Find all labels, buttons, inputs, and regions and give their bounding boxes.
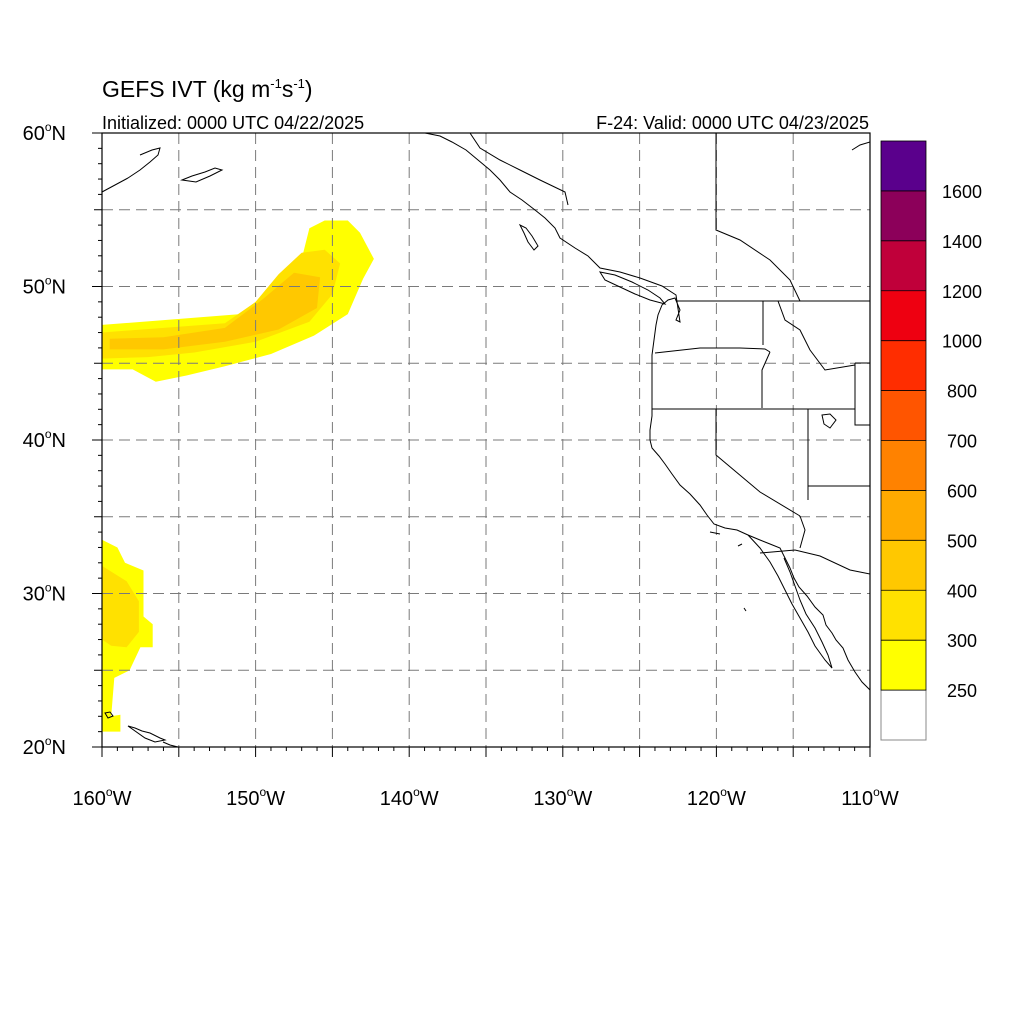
colorbar-bin: [881, 141, 926, 191]
colorbar-label: 700: [947, 432, 977, 452]
colorbar-bin: [881, 490, 926, 541]
colorbar-bin: [880, 689, 927, 741]
big-island: [162, 741, 179, 747]
colorbar-bin: [881, 640, 926, 691]
valid-time-label: F-24: Valid: 0000 UTC 04/23/2025: [596, 113, 869, 133]
colorbar-label: 250: [947, 681, 977, 701]
title-main: GEFS IVT (kg m: [102, 76, 270, 102]
x-tick-label: 140oW: [380, 785, 439, 810]
title-exp2: -1: [293, 76, 305, 91]
colorbar-frame: [880, 140, 927, 691]
us-mexico-border: [759, 549, 870, 575]
kauai: [104, 711, 114, 719]
haida-gwaii: [518, 223, 539, 251]
idaho-montana-border: [777, 300, 856, 371]
x-tick-label: 160oW: [73, 785, 132, 810]
y-tick-label: 60oN: [23, 120, 66, 145]
oregon-idaho-border: [761, 351, 771, 408]
colorbar-bin: [881, 290, 926, 341]
colorbar-label: 1000: [942, 332, 982, 352]
great-salt-lake: [821, 413, 837, 429]
colorbar-label: 1600: [942, 182, 982, 202]
x-tick-label: 110oW: [841, 785, 899, 810]
oahu-maui: [127, 725, 167, 743]
title-exp1: -1: [270, 76, 282, 91]
colorbar-label: 1400: [942, 232, 982, 252]
y-tick-label: 30oN: [23, 581, 66, 606]
colorbar-label: 400: [947, 581, 977, 601]
washington-oregon-border: [654, 347, 771, 354]
alaska-yukon-coast-east: [851, 141, 870, 151]
colorbar-label: 600: [947, 481, 977, 501]
ivt-shading: [102, 220, 374, 732]
map-title: GEFS IVT (kg m-1s-1): [102, 76, 313, 102]
title-mid: s: [282, 76, 294, 102]
colorbar-bin: [881, 440, 926, 491]
north-america-coastline: [424, 133, 870, 691]
colorbar-label: 300: [947, 631, 977, 651]
ivt-hawaii-moisture-core: [102, 565, 139, 648]
coastlines: [102, 133, 870, 747]
political-boundaries: [469, 133, 870, 575]
vancouver-island: [598, 271, 667, 305]
alaska-canada-border: [469, 133, 569, 206]
alaska-islands: [180, 167, 224, 183]
ivt-plume-north-pacific-center: [109, 272, 321, 350]
map-area: [102, 133, 870, 747]
utah-wyoming-border: [854, 362, 870, 426]
alaska-coast-west: [102, 147, 161, 193]
colorbar-bin: [881, 540, 926, 591]
x-tick-label: 120oW: [687, 785, 746, 810]
colorbar-bin: [881, 240, 926, 291]
channel-islands: [709, 531, 743, 547]
title-close: ): [305, 76, 313, 102]
ivt-plume-north-pacific-core: [102, 249, 341, 359]
colorbar-bin: [881, 590, 926, 641]
y-tick-label: 20oN: [23, 734, 66, 759]
guadalupe-island: [743, 607, 747, 612]
colorbar-label: 800: [947, 382, 977, 402]
colorbar-label: 500: [947, 531, 977, 551]
colorbar-label: 1200: [942, 282, 982, 302]
nevada-california-border: [715, 409, 801, 517]
x-tick-label: 130oW: [533, 785, 592, 810]
colorbar-bin: [881, 390, 926, 441]
colorbar: 250 300 400 500 600 700 800 1000 1200 1400 1600: [880, 140, 982, 741]
colorbar-bin: [881, 340, 926, 391]
x-tick-label: 150oW: [226, 785, 285, 810]
y-tick-label: 50oN: [23, 274, 66, 299]
colorado-river: [799, 515, 806, 549]
axes: 60oN 50oN 40oN 30oN 20oN 160oW 150oW 140oW 130oW…: [23, 120, 899, 810]
y-tick-label: 40oN: [23, 427, 66, 452]
montana-north-border: [715, 133, 801, 302]
init-time-label: Initialized: 0000 UTC 04/22/2025: [102, 113, 364, 133]
graticule: [102, 133, 870, 747]
baja-california: [747, 534, 833, 669]
colorbar-bin: [881, 190, 926, 241]
